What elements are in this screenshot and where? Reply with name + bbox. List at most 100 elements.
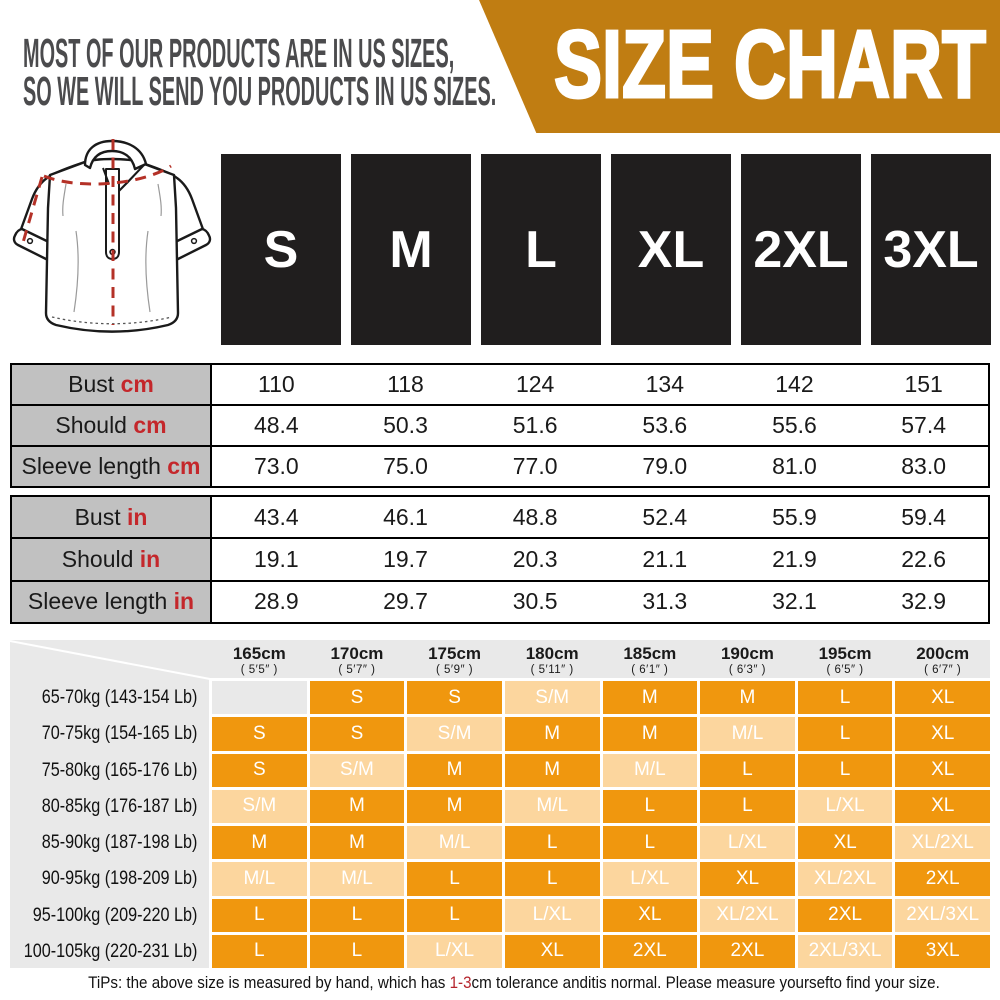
matrix-height-cm: 175cm: [428, 644, 482, 664]
matrix-size-cell: XL: [895, 717, 990, 751]
matrix-size-cell: M/L: [700, 717, 795, 751]
size-box-l: L: [481, 154, 601, 345]
matrix-height-ft: ( 5′9″ ): [436, 664, 474, 677]
measure-value: 151: [859, 363, 990, 406]
measure-row-label: Should in: [10, 537, 212, 582]
matrix-height-ft: ( 6′5″ ): [826, 664, 864, 677]
matrix-size-cell: XL: [700, 862, 795, 896]
matrix-height-header: 180cm( 5′11″ ): [505, 644, 600, 678]
matrix-size-cell: S: [309, 681, 405, 715]
matrix-height-ft: ( 6′1″ ): [631, 664, 669, 677]
measure-label-text: Should: [61, 545, 140, 572]
matrix-weight-label: 75-80kg (165-176 Lb): [41, 758, 198, 781]
measure-row-label: Bust in: [10, 494, 212, 540]
measure-value: 124: [470, 363, 600, 406]
matrix-size-cell: S/M: [212, 789, 307, 823]
measure-value: 19.7: [340, 537, 471, 582]
measure-value: 110: [211, 363, 341, 406]
matrix-size-cell: M: [602, 717, 698, 751]
measure-row-should-in: Should in 19.1 19.7 20.3 21.1 21.9 22.6: [10, 537, 990, 582]
measure-label-text: Sleeve length: [21, 453, 168, 479]
measure-row-bust-in: Bust in 43.4 46.1 48.8 52.4 55.9 59.4: [10, 494, 990, 540]
matrix-size-cell: M: [504, 753, 600, 787]
matrix-size-cell: L/XL: [797, 789, 893, 823]
page-title: SIZE CHART: [553, 10, 987, 120]
slogan-line-1: MOST OF OUR PRODUCTS ARE IN US SIZES,: [23, 30, 455, 76]
measure-value: 142: [729, 363, 860, 406]
measure-value: 48.8: [470, 494, 600, 540]
matrix-size-cell: XL: [797, 826, 893, 860]
measure-value: 19.1: [211, 537, 341, 582]
matrix-height-ft: ( 5′5″ ): [240, 664, 278, 677]
matrix-height-header: 165cm( 5′5″ ): [212, 644, 307, 678]
matrix-size-cell: S: [212, 753, 307, 787]
tips-note: TiPs: the above size is measured by hand…: [54, 974, 974, 993]
matrix-size-cell: XL/2XL: [895, 826, 990, 860]
matrix-size-cell: M/L: [309, 862, 405, 896]
measure-value: 32.1: [729, 579, 860, 624]
measure-value: 55.6: [729, 404, 860, 447]
measure-value: 79.0: [599, 445, 730, 488]
measure-label-text: Bust: [74, 503, 127, 530]
matrix-size-cell: S: [212, 717, 307, 751]
matrix-size-cell: M: [602, 681, 698, 715]
matrix-height-cm: 200cm: [916, 644, 970, 664]
matrix-size-cell: 2XL: [602, 934, 698, 968]
measure-value: 48.4: [211, 404, 341, 447]
matrix-weight-label: 65-70kg (143-154 Lb): [41, 686, 198, 709]
matrix-size-cell: 2XL/3XL: [895, 898, 990, 932]
slogan: MOST OF OUR PRODUCTS ARE IN US SIZES, SO…: [23, 30, 497, 114]
matrix-size-cell: 2XL/3XL: [797, 934, 893, 968]
matrix-height-cm: 180cm: [525, 644, 579, 664]
slogan-line-2: SO WE WILL SEND YOU PRODUCTS IN US SIZES…: [23, 67, 497, 114]
matrix-label-background: [10, 640, 209, 968]
matrix-size-cell: L: [504, 826, 600, 860]
measure-value: 57.4: [859, 404, 990, 447]
matrix-weight-label: 100-105kg (220-231 Lb): [23, 939, 198, 962]
matrix-size-cell: 2XL: [895, 862, 990, 896]
shirt-illustration: [12, 139, 212, 333]
measure-row-label: Sleeve length in: [10, 579, 212, 624]
tips-text: TiPs: the above size is measured by hand…: [88, 974, 450, 992]
matrix-size-cell: S/M: [504, 681, 600, 715]
matrix-size-cell: M/L: [212, 862, 307, 896]
matrix-weight-label: 90-95kg (198-209 Lb): [41, 867, 198, 890]
matrix-size-cell: L: [212, 898, 307, 932]
matrix-corner-diagonal: [10, 640, 211, 680]
matrix-size-cell: L: [700, 789, 795, 823]
measure-unit: cm: [167, 453, 201, 479]
matrix-size-cell: XL/2XL: [797, 862, 893, 896]
matrix-size-cell: XL: [895, 789, 990, 823]
matrix-size-cell: L: [797, 717, 893, 751]
measure-unit: cm: [133, 412, 167, 438]
size-box-s: S: [221, 154, 341, 345]
measure-value: 32.9: [859, 579, 990, 624]
measure-row-sleeve-length-cm: Sleeve length cm 73.0 75.0 77.0 79.0 81.0 83.0: [10, 445, 990, 488]
matrix-size-cell: L: [504, 862, 600, 896]
matrix-size-cell: M/L: [407, 826, 502, 860]
measure-value: 118: [340, 363, 471, 406]
height-weight-fit-matrix: 165cm( 5′5″ ) 170cm( 5′7″ ) 175cm( 5′9″ ) 1…: [10, 640, 990, 968]
measure-row-bust-cm: Bust cm 110 118 124 134 142 151: [10, 363, 990, 406]
size-box-2xl: 2XL: [741, 154, 861, 345]
matrix-size-cell: L/XL: [504, 898, 600, 932]
measure-value: 81.0: [729, 445, 860, 488]
matrix-size-cell: L: [797, 753, 893, 787]
matrix-size-cell: M: [407, 789, 502, 823]
measure-value: 46.1: [340, 494, 471, 540]
matrix-height-cm: 190cm: [720, 644, 774, 664]
matrix-size-cell: M: [212, 826, 307, 860]
matrix-height-header: 195cm( 6′5″ ): [798, 644, 893, 678]
measure-unit: in: [139, 545, 161, 572]
matrix-weight-label: 85-90kg (187-198 Lb): [41, 831, 198, 854]
measure-label-text: Bust: [68, 371, 121, 397]
measurements-table-cm: Bust cm 110 118 124 134 142 151 Should cm 48.4 50…: [10, 363, 990, 488]
matrix-height-ft: ( 6′7″ ): [924, 664, 962, 677]
matrix-size-cell: L/XL: [602, 862, 698, 896]
matrix-grid: 165cm( 5′5″ ) 170cm( 5′7″ ) 175cm( 5′9″ ) 1…: [10, 640, 990, 968]
measure-value: 29.7: [340, 579, 471, 624]
measure-value: 21.1: [599, 537, 730, 582]
measure-unit: in: [173, 588, 195, 615]
measure-value: 73.0: [211, 445, 341, 488]
